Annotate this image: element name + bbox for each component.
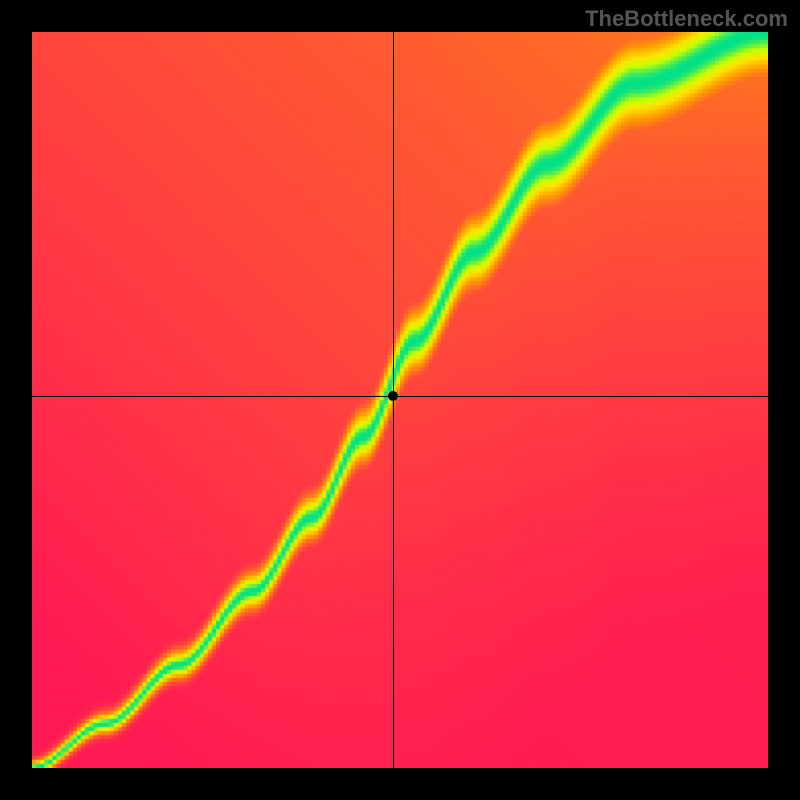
plot-area bbox=[32, 32, 768, 768]
heatmap-canvas bbox=[32, 32, 768, 768]
crosshair-marker bbox=[388, 391, 398, 401]
watermark-text: TheBottleneck.com bbox=[585, 6, 788, 32]
crosshair-horizontal bbox=[32, 396, 768, 397]
